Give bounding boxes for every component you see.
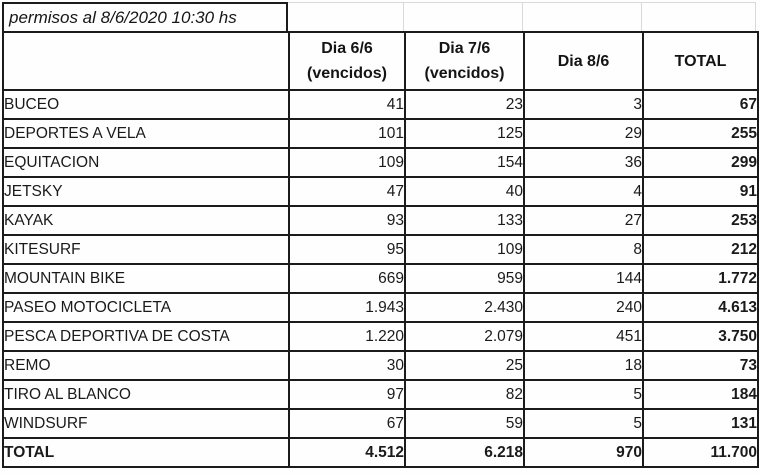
value-dia6: 1.220 — [288, 321, 406, 352]
activity-label: WINDSURF — [2, 408, 290, 439]
value-dia6: 67 — [288, 408, 406, 439]
activity-label: KITESURF — [2, 234, 290, 265]
value-dia7: 959 — [404, 263, 525, 294]
table-row: PASEO MOTOCICLETA 1.943 2.430 240 4.613 — [2, 292, 759, 323]
table-row: EQUITACION 109 154 36 299 — [2, 147, 759, 178]
activity-label: EQUITACION — [2, 147, 290, 178]
activity-label: MOUNTAIN BIKE — [2, 263, 290, 294]
col-header-line2: (vencidos) — [306, 65, 387, 82]
table-row: MOUNTAIN BIKE 669 959 144 1.772 — [2, 263, 759, 294]
value-dia7: 23 — [404, 89, 525, 120]
value-dia6: 95 — [288, 234, 406, 265]
value-dia8: 18 — [523, 350, 644, 381]
value-dia7: 2.079 — [404, 321, 525, 352]
value-dia6: 1.943 — [288, 292, 406, 323]
col-header-total: TOTAL — [642, 31, 759, 91]
total-dia8: 970 — [523, 437, 644, 468]
value-total: 73 — [642, 350, 759, 381]
header-row: Dia 6/6 (vencidos) Dia 7/6 (vencidos) Di… — [2, 31, 759, 91]
value-dia7: 125 — [404, 118, 525, 149]
sheet-title: permisos al 8/6/2020 10:30 hs — [2, 2, 288, 31]
value-dia7: 133 — [404, 205, 525, 236]
value-total: 91 — [642, 176, 759, 207]
value-total: 1.772 — [642, 263, 759, 294]
col-header-line1: Dia 7/6 — [438, 40, 491, 57]
activity-label: PASEO MOTOCICLETA — [2, 292, 290, 323]
value-dia6: 109 — [288, 147, 406, 178]
value-dia6: 93 — [288, 205, 406, 236]
value-dia8: 144 — [523, 263, 644, 294]
col-header-dia-8-6: Dia 8/6 — [523, 31, 644, 91]
col-header-line1: Dia 8/6 — [557, 52, 610, 70]
value-total: 3.750 — [642, 321, 759, 352]
value-dia8: 240 — [523, 292, 644, 323]
total-grand: 11.700 — [642, 437, 759, 468]
table-row: KITESURF 95 109 8 212 — [2, 234, 759, 265]
col-header-dia-6-6: Dia 6/6 (vencidos) — [288, 31, 406, 91]
activity-label: TIRO AL BLANCO — [2, 379, 290, 410]
value-dia7: 2.430 — [404, 292, 525, 323]
activity-label: BUCEO — [2, 89, 290, 120]
table-row: REMO 30 25 18 73 — [2, 350, 759, 381]
value-total: 212 — [642, 234, 759, 265]
value-dia8: 4 — [523, 176, 644, 207]
value-total: 131 — [642, 408, 759, 439]
gridline-horizontal — [288, 2, 756, 3]
value-total: 184 — [642, 379, 759, 410]
gridline-vertical — [522, 3, 523, 31]
value-dia8: 36 — [523, 147, 644, 178]
table-row: JETSKY 47 40 4 91 — [2, 176, 759, 207]
value-dia6: 97 — [288, 379, 406, 410]
col-header-dia-7-6: Dia 7/6 (vencidos) — [404, 31, 525, 91]
value-dia7: 109 — [404, 234, 525, 265]
activity-label: REMO — [2, 350, 290, 381]
total-label: TOTAL — [2, 437, 290, 468]
permits-table: Dia 6/6 (vencidos) Dia 7/6 (vencidos) Di… — [2, 31, 759, 468]
total-row: TOTAL 4.512 6.218 970 11.700 — [2, 437, 759, 468]
activity-label: JETSKY — [2, 176, 290, 207]
value-dia8: 29 — [523, 118, 644, 149]
value-dia6: 669 — [288, 263, 406, 294]
table-row: BUCEO 41 23 3 67 — [2, 89, 759, 120]
value-total: 255 — [642, 118, 759, 149]
value-dia6: 41 — [288, 89, 406, 120]
value-dia7: 82 — [404, 379, 525, 410]
value-dia6: 47 — [288, 176, 406, 207]
value-dia6: 101 — [288, 118, 406, 149]
col-header-line2: (vencidos) — [424, 65, 505, 82]
value-dia6: 30 — [288, 350, 406, 381]
corner-cell-empty — [2, 31, 290, 91]
value-total: 299 — [642, 147, 759, 178]
value-dia8: 5 — [523, 408, 644, 439]
table-row: PESCA DEPORTIVA DE COSTA 1.220 2.079 451… — [2, 321, 759, 352]
value-dia8: 451 — [523, 321, 644, 352]
col-header-line1: Dia 6/6 — [321, 40, 373, 57]
value-dia7: 25 — [404, 350, 525, 381]
table-row: KAYAK 93 133 27 253 — [2, 205, 759, 236]
activity-label: DEPORTES A VELA — [2, 118, 290, 149]
col-header-line1: TOTAL — [674, 52, 727, 70]
value-dia8: 27 — [523, 205, 644, 236]
value-dia7: 59 — [404, 408, 525, 439]
total-dia6: 4.512 — [288, 437, 406, 468]
value-dia7: 40 — [404, 176, 525, 207]
table-row: DEPORTES A VELA 101 125 29 255 — [2, 118, 759, 149]
total-dia7: 6.218 — [404, 437, 525, 468]
value-total: 67 — [642, 89, 759, 120]
table-row: WINDSURF 67 59 5 131 — [2, 408, 759, 439]
table-row: TIRO AL BLANCO 97 82 5 184 — [2, 379, 759, 410]
value-dia8: 3 — [523, 89, 644, 120]
value-total: 4.613 — [642, 292, 759, 323]
value-dia8: 5 — [523, 379, 644, 410]
value-dia8: 8 — [523, 234, 644, 265]
gridline-vertical — [641, 3, 642, 31]
activity-label: PESCA DEPORTIVA DE COSTA — [2, 321, 290, 352]
value-total: 253 — [642, 205, 759, 236]
activity-label: KAYAK — [2, 205, 290, 236]
value-dia7: 154 — [404, 147, 525, 178]
gridline-vertical — [755, 3, 756, 31]
gridline-vertical — [403, 3, 404, 31]
